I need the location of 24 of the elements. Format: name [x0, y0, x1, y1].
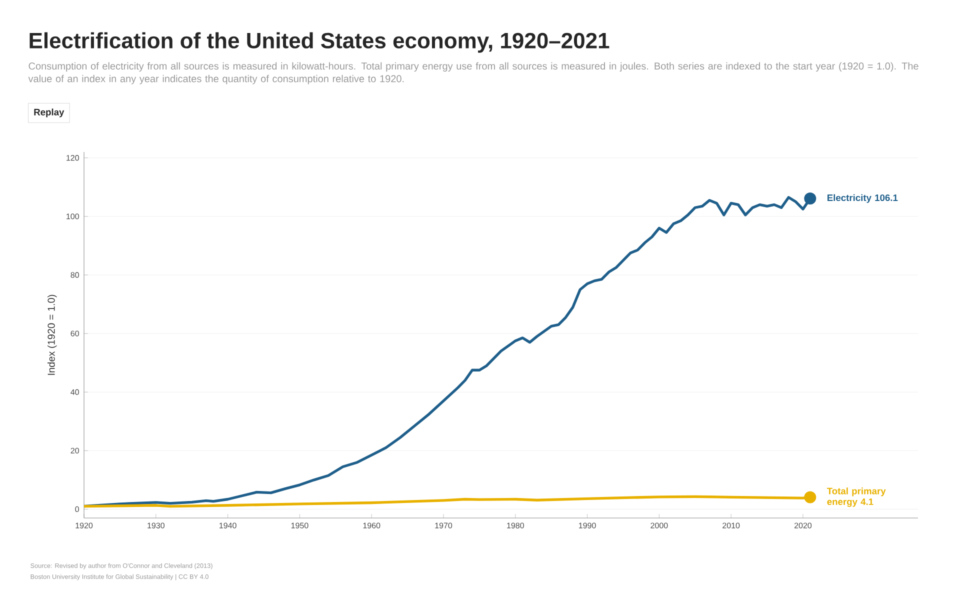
x-tick-label: 1950 [291, 522, 308, 528]
y-axis-title: Index (1920 = 1.0) [47, 294, 57, 375]
x-tick-label: 1960 [363, 522, 380, 528]
series-label: Total primary energy 4.1 [826, 488, 886, 507]
x-tick-label: 2000 [650, 522, 668, 528]
y-tick-label: 40 [70, 389, 79, 395]
x-tick-label: 1940 [220, 522, 236, 528]
series-label: Electricity 106.1 [827, 194, 898, 203]
x-tick-label: 1930 [148, 522, 164, 528]
y-tick-label: 120 [66, 155, 79, 161]
x-tick-label: 1970 [435, 522, 452, 528]
x-tick-label: 1990 [578, 522, 596, 528]
y-tick-label: 20 [70, 448, 79, 454]
chart-title: Electrification of the United States economy, 1920–2021 [30, 32, 610, 53]
x-tick-label: 2010 [722, 522, 740, 528]
text: Replay [34, 108, 64, 118]
y-tick-label: 60 [70, 330, 79, 336]
x-tick-label: 1980 [507, 522, 524, 528]
y-tick-label: 100 [66, 214, 79, 220]
x-tick-label: 1920 [76, 522, 93, 528]
y-tick-label: 0 [75, 506, 79, 512]
y-tick-label: 80 [70, 272, 79, 278]
x-tick-label: 2020 [794, 522, 812, 528]
chart-subtitle: Consumption of electricity from all sources is measured in kilowatt-hours. Total primary energy use from all sources is measured in joules. Both series are indexed to the start year (1920 = 1.0). The value of an index in any year indicates the quantity of consumption relative to 1920. [28, 62, 918, 84]
